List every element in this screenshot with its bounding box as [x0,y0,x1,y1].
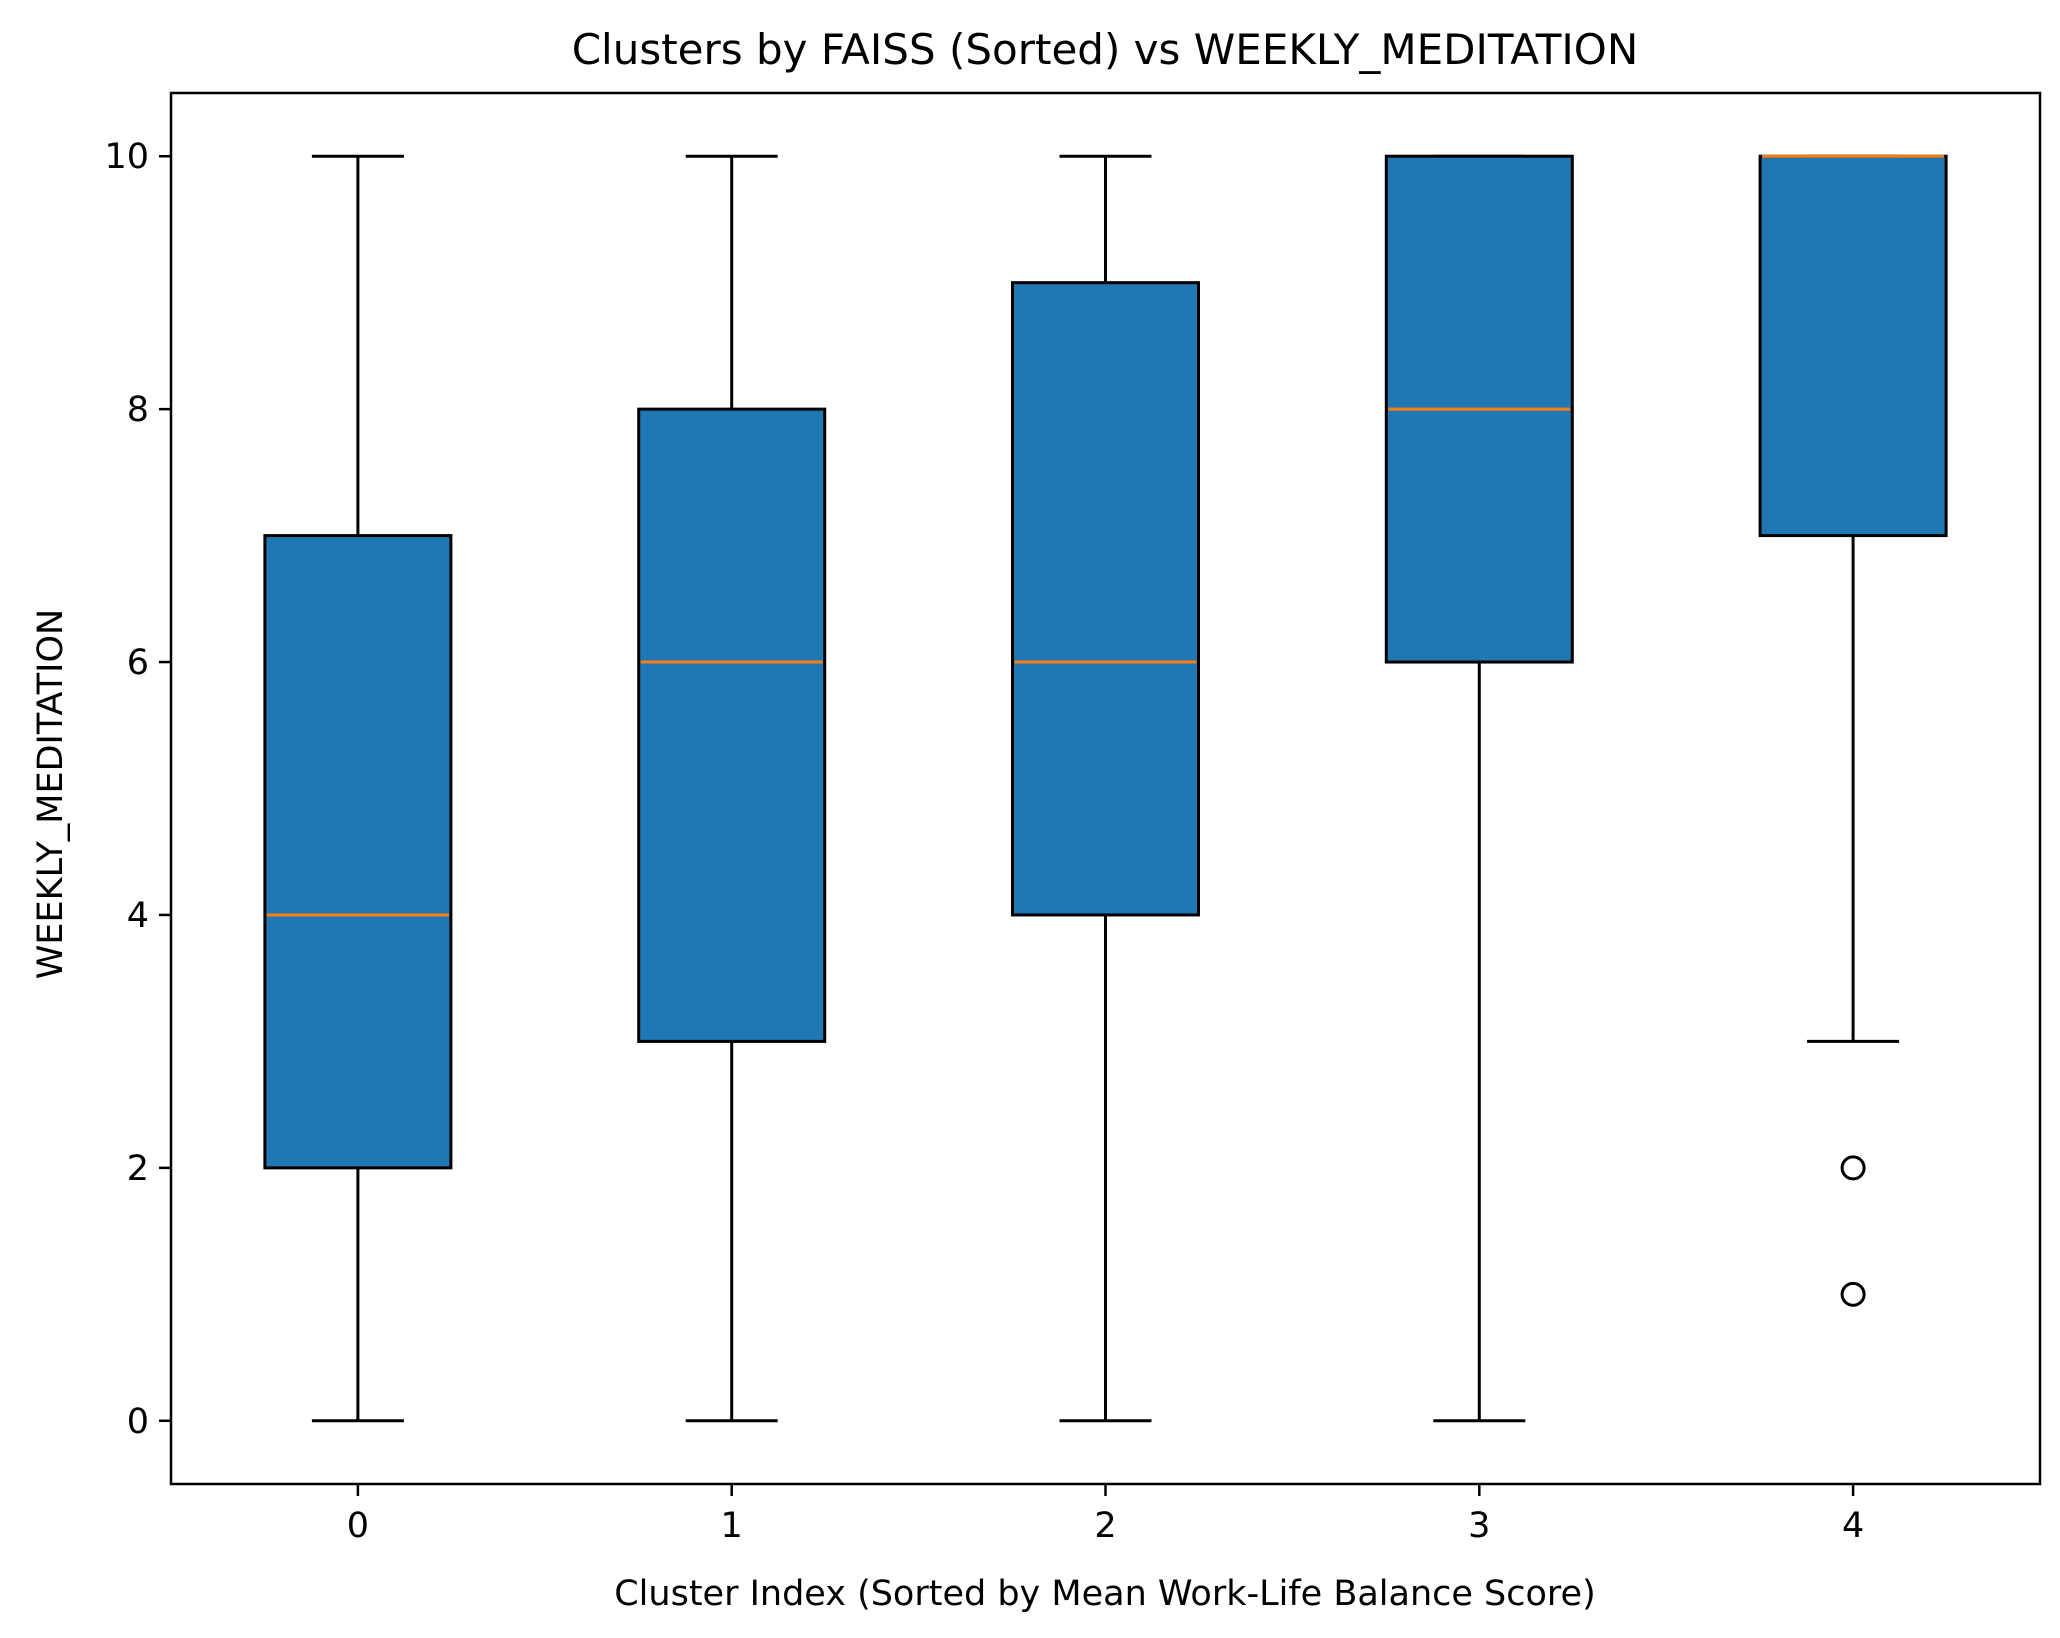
x-tick-label: 1 [721,1506,743,1546]
box-group-4 [1758,154,1948,1307]
x-tick-label: 4 [1842,1506,1864,1546]
y-axis-label: WEEKLY_MEDITATION [31,609,71,979]
y-tick-label: 10 [104,137,149,177]
x-axis-label: Cluster Index (Sorted by Mean Work-Life … [614,1574,1596,1614]
box-iqr [637,407,827,1043]
y-tick-label: 2 [127,1149,149,1189]
x-tick-label: 0 [347,1506,369,1546]
box-iqr [263,534,453,1170]
chart-title: Clusters by FAISS (Sorted) vs WEEKLY_MED… [572,25,1639,74]
y-tick-label: 8 [127,390,149,430]
box-group-2 [1011,154,1200,1423]
box-iqr [1758,154,1948,538]
x-tick-label: 3 [1468,1506,1490,1546]
plot-area: 0 2 4 6 8 10 0 1 2 3 4 [104,91,2042,1546]
outlier-point [1840,1281,1866,1307]
y-tick-label: 6 [127,643,149,683]
box-group-3 [1384,154,1574,1423]
box-group-0 [263,154,453,1423]
outlier-point [1840,1155,1866,1181]
y-tick-label: 0 [127,1402,149,1442]
box-iqr [1011,281,1200,917]
y-tick-label: 4 [127,896,149,936]
box-group-1 [637,154,827,1423]
x-tick-label: 2 [1094,1506,1116,1546]
